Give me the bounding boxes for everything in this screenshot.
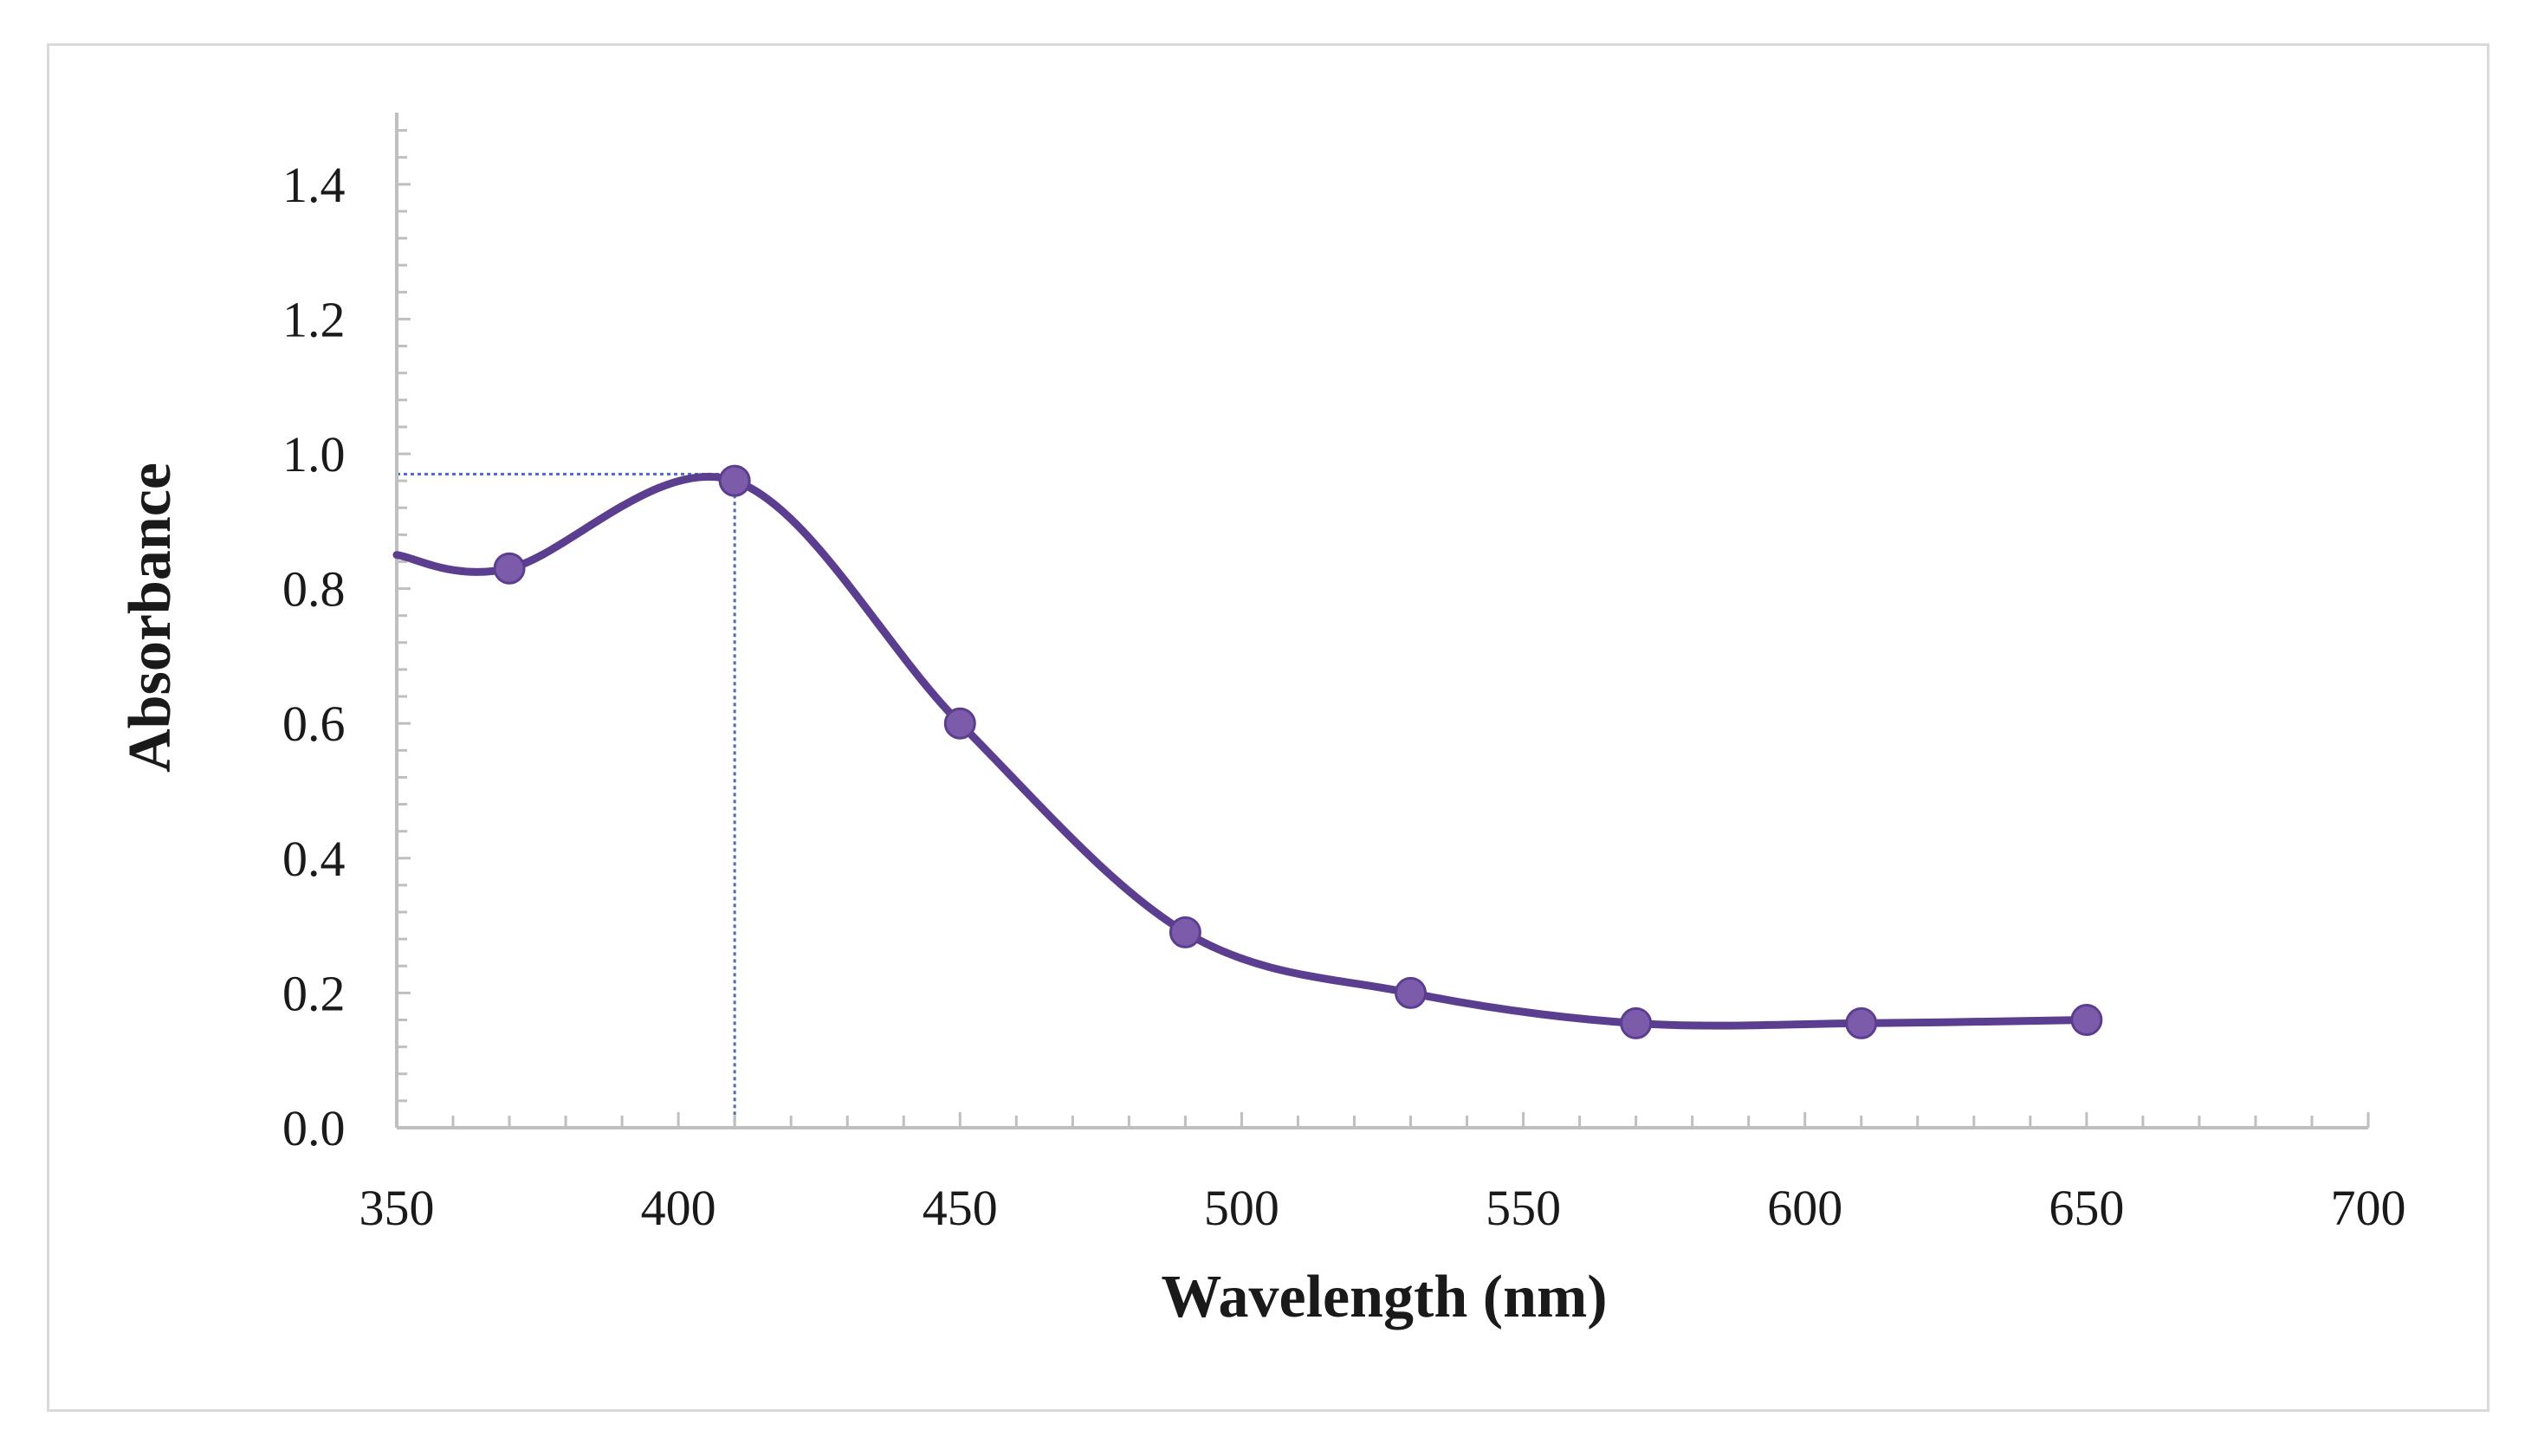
x-tick-label: 500 — [1204, 1180, 1279, 1236]
y-tick-label: 1.2 — [282, 291, 346, 347]
y-tick-label: 1.0 — [282, 426, 346, 482]
series-line — [392, 472, 2091, 1030]
data-point — [943, 707, 976, 740]
y-tick-label: 0.2 — [282, 965, 346, 1021]
x-tick-label: 650 — [2049, 1180, 2124, 1236]
chart-frame — [47, 43, 2489, 1412]
peak-guides — [397, 472, 736, 1128]
x-tick-label: 450 — [923, 1180, 998, 1236]
data-point — [1395, 976, 1428, 1009]
data-point — [1620, 1006, 1653, 1039]
data-point — [2070, 1004, 2103, 1037]
x-axis-title: Wavelength (nm) — [1161, 1264, 1607, 1330]
x-tick-label: 600 — [1767, 1180, 1842, 1236]
data-point — [718, 464, 751, 497]
y-tick-label: 0.6 — [282, 696, 346, 752]
axes — [395, 113, 2370, 1129]
y-tick-label: 0.8 — [282, 561, 346, 618]
data-point — [1845, 1006, 1878, 1039]
data-point — [493, 552, 526, 585]
data-point — [1169, 916, 1201, 948]
y-tick-label: 0.0 — [282, 1100, 346, 1156]
x-tick-label: 400 — [641, 1180, 716, 1236]
x-tick-label: 550 — [1486, 1180, 1561, 1236]
x-tick-label: 700 — [2331, 1180, 2406, 1236]
x-tick-label: 350 — [359, 1180, 435, 1236]
tick-labels: 0.0 0.2 0.4 0.6 0.8 1.0 1.2 1.4 350 400 450 500 550 6… — [282, 157, 2406, 1236]
y-tick-label: 0.4 — [282, 831, 346, 887]
y-tick-label: 1.4 — [282, 157, 346, 213]
series-layer — [392, 464, 2103, 1039]
y-axis-title: Absorbance — [117, 463, 184, 773]
